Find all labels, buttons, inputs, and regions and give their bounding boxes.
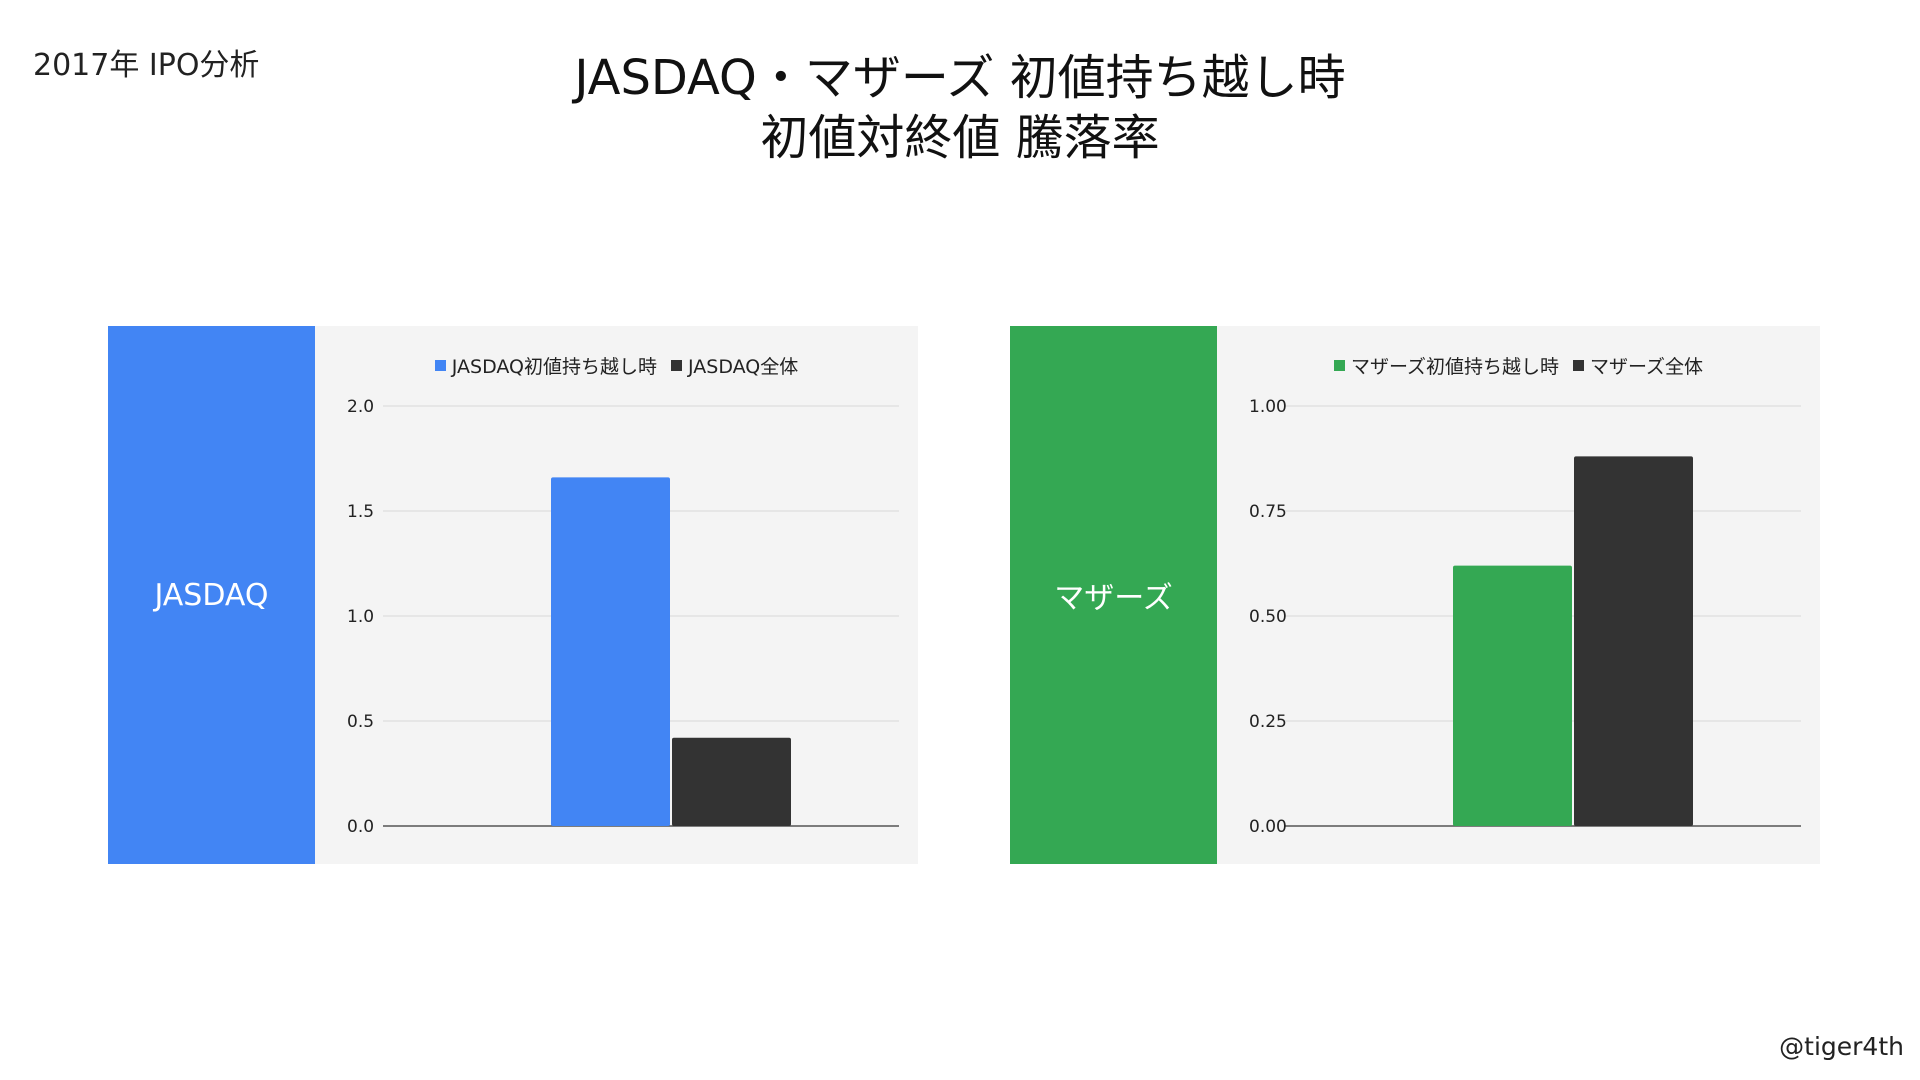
legend-label-mothers-holdover: マザーズ初値持ち越し時 <box>1350 356 1559 378</box>
mothers-y-tick-label: 0.75 <box>1249 502 1287 522</box>
mothers-y-tick-label: 0.50 <box>1249 607 1287 627</box>
title-line-1: JASDAQ・マザーズ 初値持ち越し時 <box>574 50 1346 106</box>
page-title: JASDAQ・マザーズ 初値持ち越し時 初値対終値 騰落率 <box>0 48 1920 168</box>
jasdaq-y-tick-label: 0.0 <box>347 817 374 837</box>
jasdaq-chart-svg: 0.0 0.5 1.0 1.5 2.0 <box>347 397 899 837</box>
jasdaq-side-label: JASDAQ <box>154 577 269 613</box>
mothers-bar-overall <box>1574 456 1693 826</box>
jasdaq-bar-overall <box>672 737 791 826</box>
title-line-2: 初値対終値 騰落率 <box>760 110 1160 166</box>
legend-label-jasdaq-holdover: JASDAQ初値持ち越し時 <box>451 356 657 378</box>
jasdaq-legend: JASDAQ初値持ち越し時 JASDAQ全体 <box>315 352 918 379</box>
jasdaq-y-tick-label: 2.0 <box>347 397 374 417</box>
legend-swatch-jasdaq-holdover <box>434 360 446 371</box>
mothers-side-box: マザーズ <box>1010 326 1217 864</box>
author-credit: @tiger4th <box>1779 1032 1904 1061</box>
mothers-chart-svg: 0.00 0.25 0.50 0.75 1.00 <box>1249 397 1801 837</box>
legend-item-mothers-overall: マザーズ全体 <box>1573 352 1703 379</box>
legend-swatch-jasdaq-overall <box>671 360 682 371</box>
legend-label-mothers-overall: マザーズ全体 <box>1590 356 1704 378</box>
mothers-y-tick-label: 0.00 <box>1249 817 1287 837</box>
jasdaq-bar-holdover <box>551 477 670 826</box>
legend-label-jasdaq-overall: JASDAQ全体 <box>688 356 799 378</box>
mothers-side-label: マザーズ <box>1054 581 1173 616</box>
jasdaq-y-tick-label: 0.5 <box>347 712 374 732</box>
legend-swatch-mothers-overall <box>1573 360 1584 371</box>
mothers-panel: マザーズ マザーズ初値持ち越し時 マザーズ全体 0.00 0.25 0.50 0.75… <box>1010 326 1820 864</box>
legend-item-jasdaq-holdover: JASDAQ初値持ち越し時 <box>434 352 657 379</box>
mothers-y-tick-label: 0.25 <box>1249 712 1287 732</box>
mothers-bar-holdover <box>1453 565 1572 826</box>
jasdaq-panel: JASDAQ JASDAQ初値持ち越し時 JASDAQ全体 0.0 0.5 1.0 1… <box>108 326 918 864</box>
jasdaq-side-box: JASDAQ <box>108 326 315 864</box>
mothers-y-tick-label: 1.00 <box>1249 397 1287 417</box>
mothers-chart: マザーズ初値持ち越し時 マザーズ全体 0.00 0.25 0.50 0.75 1.00 <box>1217 326 1820 864</box>
legend-swatch-mothers-holdover <box>1333 360 1345 371</box>
jasdaq-chart: JASDAQ初値持ち越し時 JASDAQ全体 0.0 0.5 1.0 1.5 2.0 <box>315 326 918 864</box>
top-label: 2017年 IPO分析 <box>33 48 260 83</box>
legend-item-jasdaq-overall: JASDAQ全体 <box>671 352 798 379</box>
jasdaq-y-tick-label: 1.5 <box>347 502 374 522</box>
jasdaq-y-tick-label: 1.0 <box>347 607 374 627</box>
legend-item-mothers-holdover: マザーズ初値持ち越し時 <box>1333 352 1559 379</box>
mothers-legend: マザーズ初値持ち越し時 マザーズ全体 <box>1217 352 1820 379</box>
